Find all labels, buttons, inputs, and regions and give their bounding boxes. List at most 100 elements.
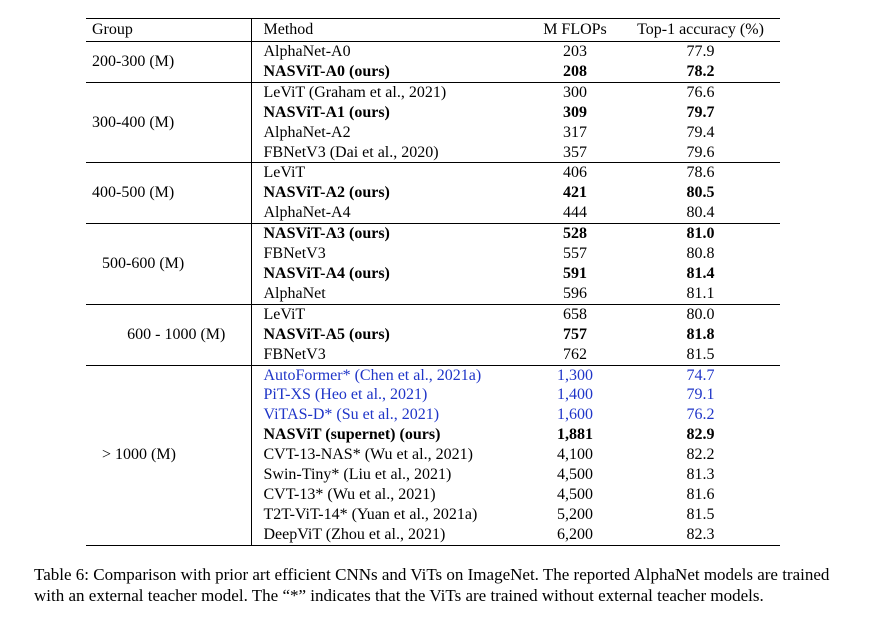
flops-cell: 4,500 (557, 466, 593, 484)
method-cell: AlphaNet-A0 (251, 40, 521, 62)
table-row: NASViT-A4 (ours) 591 81.4 (86, 264, 780, 284)
accuracy-cell: 82.2 (686, 446, 715, 464)
method-cell: ViTAS-D* (Su et al., 2021) (263, 406, 440, 424)
flops-cell: 1,881 (557, 426, 593, 444)
table-caption: Table 6: Comparison with prior art effic… (34, 565, 830, 605)
accuracy-cell: 81.5 (686, 505, 715, 523)
table-row: 400-500 (M) LeViT 406 78.6 (86, 162, 780, 224)
accuracy-cell: 81.3 (686, 466, 715, 484)
flops-cell: 596 (563, 284, 587, 302)
table-row: CVT-13* (Wu et al., 2021) 4,500 81.6 (86, 485, 780, 505)
flops-cell: 203 (521, 40, 621, 62)
flops-cell: 406 (521, 162, 621, 184)
table-row: AlphaNet-A4 444 80.4 (86, 203, 780, 223)
table-row: FBNetV3 762 81.5 (86, 345, 780, 365)
method-cell: LeViT (251, 162, 521, 184)
method-cell: NASViT (supernet) (ours) (263, 426, 441, 444)
flops-cell: 444 (563, 204, 587, 222)
flops-cell: 528 (521, 223, 621, 245)
method-cell: LeViT (Graham et al., 2021) (251, 81, 521, 103)
accuracy-cell: 80.0 (621, 303, 780, 325)
method-cell: CVT-13-NAS* (Wu et al., 2021) (263, 446, 473, 464)
group-label: > 1000 (M) (86, 364, 252, 546)
accuracy-cell: 78.2 (686, 62, 715, 80)
flops-cell: 357 (563, 143, 587, 161)
table-row: T2T-ViT-14* (Yuan et al., 2021a) 5,200 81.… (86, 505, 780, 525)
group-label: 300-400 (M) (86, 81, 252, 163)
method-cell: AlphaNet-A4 (263, 204, 351, 222)
table-row: NASViT-A0 (ours) 208 78.2 (86, 62, 780, 82)
header-accuracy: Top-1 accuracy (%) (621, 18, 780, 42)
method-cell: DeepViT (Zhou et al., 2021) (251, 524, 521, 546)
method-cell: PiT-XS (Heo et al., 2021) (263, 386, 428, 404)
accuracy-cell: 79.7 (686, 103, 715, 121)
method-cell: FBNetV3 (263, 245, 326, 263)
header-flops: M FLOPs (521, 18, 621, 42)
accuracy-cell: 81.5 (686, 345, 715, 363)
table-row: AlphaNet-A2 317 79.4 (86, 123, 780, 143)
flops-cell: 309 (563, 103, 587, 121)
table-row: 300-400 (M) LeViT (Graham et al., 2021) 30… (86, 81, 780, 163)
accuracy-cell: 80.8 (686, 245, 715, 263)
table-row: FBNetV3 (Dai et al., 2020) 357 79.6 (86, 143, 780, 163)
accuracy-cell: 81.0 (621, 223, 780, 245)
method-cell: LeViT (251, 303, 521, 325)
group-label: 400-500 (M) (86, 162, 252, 224)
method-cell: AlphaNet (263, 284, 326, 302)
flops-cell: 1,600 (557, 406, 593, 424)
accuracy-cell: 81.4 (686, 264, 715, 282)
method-cell: Swin-Tiny* (Liu et al., 2021) (263, 466, 452, 484)
flops-cell: 6,200 (521, 524, 621, 546)
table-row: 600 - 1000 (M) LeViT 658 80.0 (86, 303, 780, 365)
accuracy-cell: 74.7 (621, 364, 780, 386)
accuracy-cell: 78.6 (621, 162, 780, 184)
flops-cell: 4,500 (557, 485, 593, 503)
method-cell: T2T-ViT-14* (Yuan et al., 2021a) (263, 505, 478, 523)
flops-cell: 757 (563, 325, 587, 343)
flops-cell: 208 (563, 62, 587, 80)
method-cell: NASViT-A0 (ours) (263, 62, 390, 80)
method-cell: FBNetV3 (Dai et al., 2020) (263, 143, 439, 161)
table-header-row: Group Method M FLOPs Top-1 accuracy (%) (86, 18, 780, 42)
flops-cell: 4,100 (557, 446, 593, 464)
table-row: NASViT-A2 (ours) 421 80.5 (86, 183, 780, 203)
header-method: Method (251, 18, 521, 42)
method-cell: NASViT-A2 (ours) (263, 184, 390, 202)
flops-cell: 300 (521, 81, 621, 103)
table-row: > 1000 (M) AutoFormer* (Chen et al., 2021… (86, 364, 780, 546)
flops-cell: 591 (563, 264, 587, 282)
table-row: 200-300 (M) AlphaNet-A0 203 77.9 (86, 40, 780, 83)
group-label: 200-300 (M) (86, 41, 252, 83)
accuracy-cell: 81.6 (686, 485, 715, 503)
flops-cell: 557 (563, 245, 587, 263)
table-row: DeepViT (Zhou et al., 2021) 6,200 82.3 (86, 524, 780, 546)
comparison-table-container: Group Method M FLOPs Top-1 accuracy (%) … (86, 18, 780, 546)
table-row: 500-600 (M) NASViT-A3 (ours) 528 81.0 (86, 223, 780, 305)
accuracy-cell: 79.6 (686, 143, 715, 161)
flops-cell: 1,300 (521, 364, 621, 386)
table-row: Swin-Tiny* (Liu et al., 2021) 4,500 81.3 (86, 465, 780, 485)
table-row: ViTAS-D* (Su et al., 2021) 1,600 76.2 (86, 405, 780, 425)
method-cell: NASViT-A5 (ours) (263, 325, 390, 343)
table-row: NASViT-A5 (ours) 757 81.8 (86, 325, 780, 345)
table-row: FBNetV3 557 80.8 (86, 244, 780, 264)
accuracy-cell: 80.5 (686, 184, 715, 202)
flops-cell: 421 (563, 184, 587, 202)
flops-cell: 317 (563, 123, 587, 141)
header-group: Group (86, 18, 252, 42)
flops-cell: 5,200 (557, 505, 593, 523)
table-row: AlphaNet 596 81.1 (86, 284, 780, 304)
group-label: 600 - 1000 (M) (86, 303, 252, 365)
accuracy-cell: 81.8 (686, 325, 715, 343)
method-cell: NASViT-A3 (ours) (251, 223, 521, 245)
table-body: 200-300 (M) AlphaNet-A0 203 77.9 NASViT-A0 (… (86, 40, 780, 546)
method-cell: CVT-13* (Wu et al., 2021) (263, 485, 436, 503)
accuracy-cell: 77.9 (621, 40, 780, 62)
table-row: PiT-XS (Heo et al., 2021) 1,400 79.1 (86, 385, 780, 405)
method-cell: FBNetV3 (263, 345, 326, 363)
method-cell: NASViT-A1 (ours) (263, 103, 390, 121)
accuracy-cell: 80.4 (686, 204, 715, 222)
accuracy-cell: 76.6 (621, 81, 780, 103)
accuracy-cell: 76.2 (686, 406, 715, 424)
accuracy-cell: 81.1 (686, 284, 715, 302)
